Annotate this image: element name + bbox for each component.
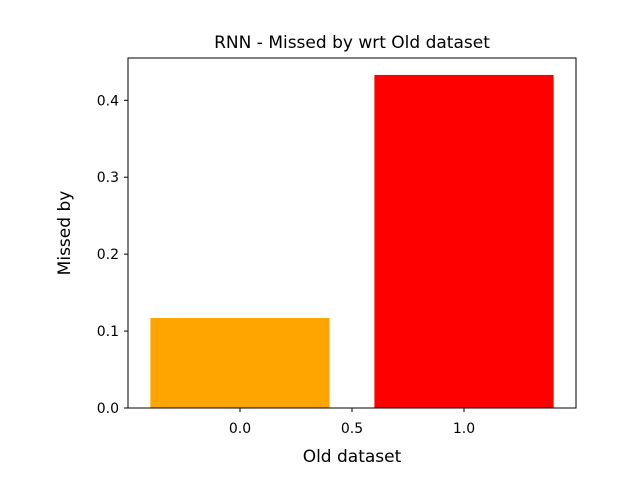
y-axis-label: Missed by [55, 191, 75, 276]
y-tick-label: 0.3 [97, 170, 119, 186]
chart-title: RNN - Missed by wrt Old dataset [214, 33, 490, 53]
y-tick-label: 0.0 [97, 401, 119, 417]
x-axis-label: Old dataset [303, 447, 402, 467]
y-tick-label: 0.1 [97, 324, 119, 340]
y-tick-label: 0.2 [97, 247, 119, 263]
bars [150, 74, 554, 408]
x-tick-label: 0.0 [229, 421, 251, 437]
x-axis-ticks: 0.0 0.5 1.0 [229, 408, 475, 437]
y-tick-label: 0.4 [97, 93, 119, 109]
y-axis-ticks: 0.0 0.1 0.2 0.3 0.4 [97, 93, 128, 417]
plot-frame [127, 57, 577, 409]
bar-1 [374, 74, 554, 408]
x-tick-label: 1.0 [453, 421, 475, 437]
bar-0 [150, 318, 330, 408]
x-tick-label: 0.5 [341, 421, 363, 437]
